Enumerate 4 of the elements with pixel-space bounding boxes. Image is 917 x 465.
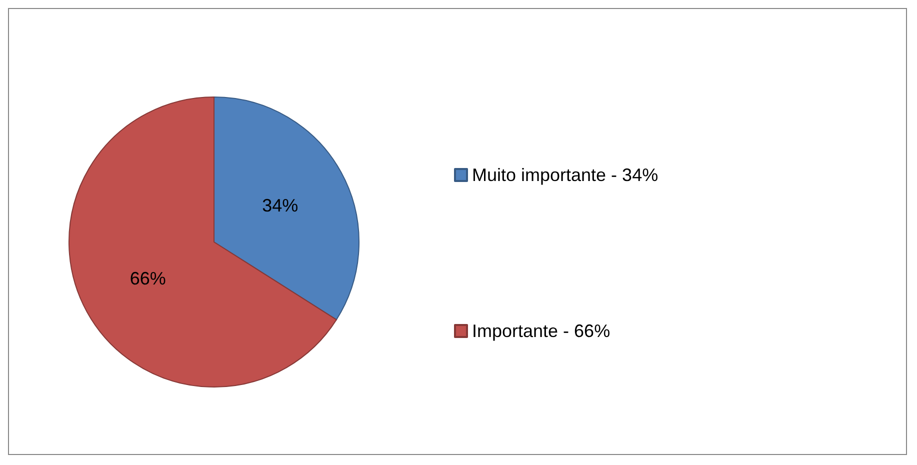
legend-label: Importante - 66% [472,321,610,341]
data-label: 34% [262,196,298,216]
legend-label: Muito importante - 34% [472,165,658,185]
data-label: 66% [130,268,166,288]
